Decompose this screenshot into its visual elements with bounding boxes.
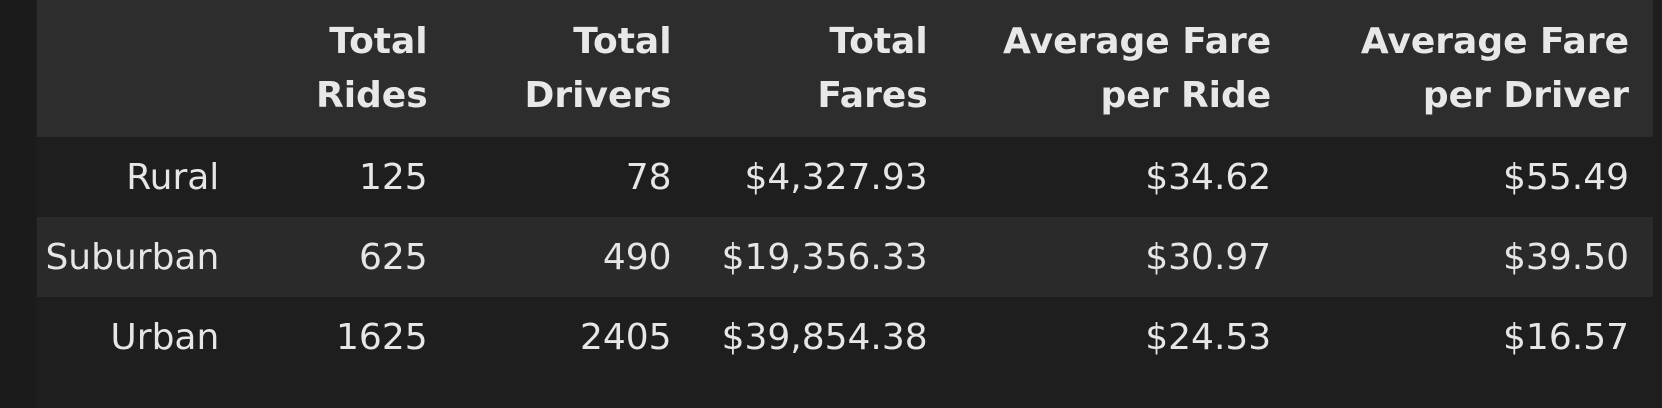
row-label: Rural <box>126 156 220 198</box>
cell-total-fares: $39,854.38 <box>721 316 928 358</box>
header-line: Total <box>329 20 428 62</box>
cell-gutter <box>0 0 36 408</box>
cell-total-drivers: 78 <box>625 156 672 198</box>
cell-avg-fare-per-ride: $34.62 <box>1145 156 1272 198</box>
cell-avg-fare-per-driver: $39.50 <box>1503 236 1629 278</box>
cell-total-rides: 125 <box>358 156 428 198</box>
cell-avg-fare-per-ride: $24.53 <box>1145 316 1272 358</box>
column-header-total-drivers: Total Drivers <box>452 0 696 137</box>
cell-total-fares: $19,356.33 <box>721 236 928 278</box>
index-header <box>37 0 243 137</box>
table-header: Total Rides Total Drivers Total Fares Av… <box>37 0 1653 137</box>
cell-total-fares: $4,327.93 <box>744 156 928 198</box>
header-line: Drivers <box>524 74 672 116</box>
summary-dataframe: Total Rides Total Drivers Total Fares Av… <box>37 0 1653 377</box>
cell-avg-fare-per-driver: $16.57 <box>1503 316 1629 358</box>
column-header-avg-fare-per-driver: Average Fare per Driver <box>1295 0 1653 137</box>
column-header-total-rides: Total Rides <box>243 0 451 137</box>
cell-avg-fare-per-ride: $30.97 <box>1145 236 1272 278</box>
row-label: Urban <box>110 316 220 358</box>
header-line: Fares <box>817 74 928 116</box>
header-line: per Ride <box>1100 74 1272 116</box>
column-header-total-fares: Total Fares <box>696 0 952 137</box>
table-body: Rural 125 78 $4,327.93 $34.62 $55.49 Sub… <box>37 137 1653 377</box>
header-line: Rides <box>315 74 428 116</box>
cell-total-drivers: 490 <box>602 236 672 278</box>
header-line: Total <box>573 20 672 62</box>
table-row: Rural 125 78 $4,327.93 $34.62 $55.49 <box>37 137 1653 217</box>
table-row: Urban 1625 2405 $39,854.38 $24.53 $16.57 <box>37 297 1653 377</box>
header-line: per Driver <box>1422 74 1629 116</box>
header-row: Total Rides Total Drivers Total Fares Av… <box>37 0 1653 137</box>
cell-total-rides: 625 <box>358 236 428 278</box>
cell-total-rides: 1625 <box>336 316 428 358</box>
header-line: Total <box>829 20 928 62</box>
row-label: Suburban <box>45 236 220 278</box>
header-line: Average Fare <box>1003 20 1272 62</box>
table-row: Suburban 625 490 $19,356.33 $30.97 $39.5… <box>37 217 1653 297</box>
cell-total-drivers: 2405 <box>579 316 672 358</box>
column-header-avg-fare-per-ride: Average Fare per Ride <box>952 0 1296 137</box>
header-line: Average Fare <box>1360 20 1629 62</box>
cell-avg-fare-per-driver: $55.49 <box>1503 156 1629 198</box>
